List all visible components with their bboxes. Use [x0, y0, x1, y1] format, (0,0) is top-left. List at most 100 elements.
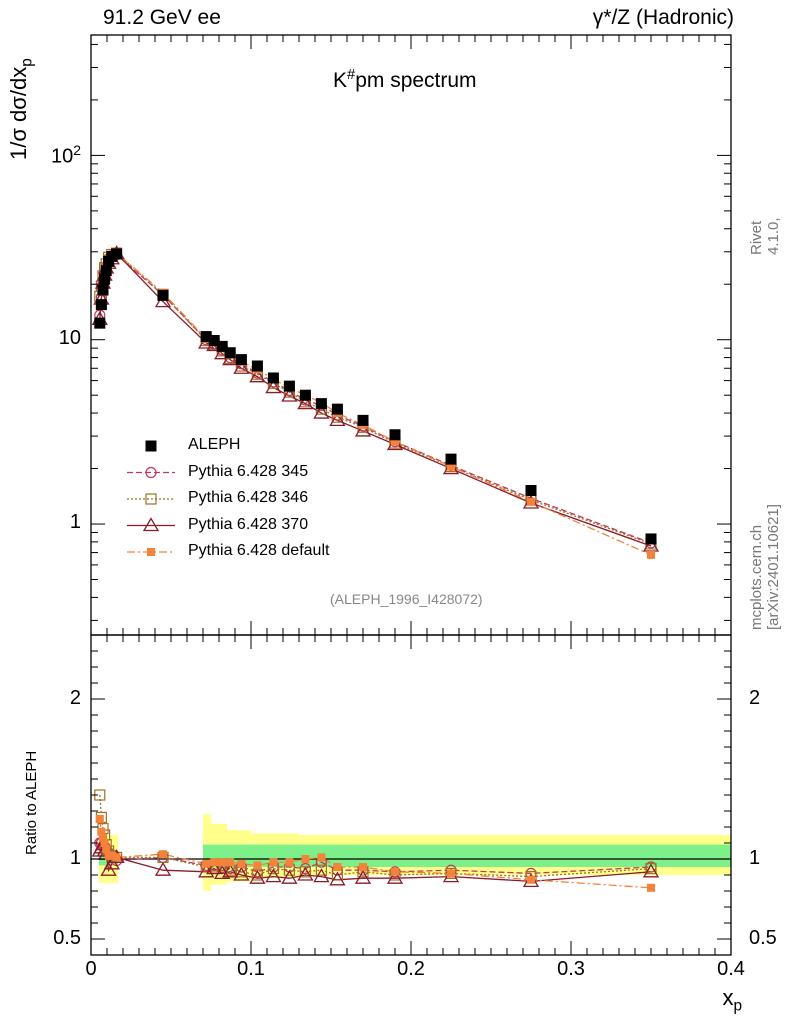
x-axis-label: xp — [722, 985, 742, 1015]
ratio-point-pdef-3 — [100, 839, 109, 847]
ratio-point-pdef-4 — [102, 845, 111, 854]
legend-marker-p346 — [145, 493, 157, 505]
main-point-p370-14 — [249, 368, 266, 383]
legend-label-p345: Pythia 6.428 345 — [188, 462, 309, 480]
ratio-point-p370-10 — [206, 860, 223, 875]
main-point-data-19 — [331, 403, 343, 415]
rivet-version-label: Rivet 4.1.0, ≥ 100k events — [748, 217, 786, 255]
main-point-data-4 — [100, 265, 112, 277]
ratio-frame — [90, 634, 732, 956]
main-point-data-23 — [525, 485, 537, 497]
ratio-point-p370-17 — [297, 866, 314, 881]
ratio-point-pdef-7 — [112, 853, 121, 862]
ratio-point-pdef-14 — [253, 861, 262, 870]
main-point-data-24 — [645, 533, 657, 545]
ratio-point-p370-8 — [154, 861, 172, 876]
main-point-data-15 — [267, 372, 279, 384]
main-line-p370 — [99, 252, 652, 547]
main-point-pdef-21 — [391, 437, 399, 446]
legend-label-pdef: Pythia 6.428 default — [188, 542, 330, 559]
ratio-point-pdef-1 — [97, 827, 106, 836]
ratio-point-pdef-8 — [159, 850, 167, 859]
main-y-tick-label: 10 — [59, 327, 81, 350]
ratio-point-p370-14 — [249, 869, 266, 884]
ylabel-main: 1/σ dσ/dx — [6, 66, 31, 160]
ratio-y-tick-label-right: 2 — [749, 687, 761, 709]
main-point-pdef-24 — [647, 550, 655, 559]
main-series-markers — [91, 245, 660, 559]
ratio-point-pdef-16 — [285, 858, 294, 867]
ratio-uncertainty-bands — [99, 814, 731, 891]
main-point-data-20 — [357, 414, 369, 426]
ratio-point-p346-18 — [315, 864, 327, 876]
ratio-point-pdef-2 — [99, 834, 107, 843]
ratio-point-p370-20 — [354, 869, 372, 884]
ratio-point-pdef-15 — [269, 858, 278, 867]
main-y-axis-label: 1/σ dσ/dxp — [6, 58, 36, 160]
main-line-p346 — [99, 252, 652, 545]
x-tick-label: 0 — [85, 958, 97, 980]
main-point-data-10 — [208, 335, 220, 347]
legend-marker-p370 — [142, 517, 160, 532]
ratio-point-p370-15 — [265, 868, 282, 883]
main-point-pdef-23 — [527, 497, 535, 506]
title-main: K — [333, 69, 348, 92]
legend-label-p370: Pythia 6.428 370 — [188, 515, 309, 533]
legend-marker-pdef — [147, 548, 155, 556]
main-y-tick-base: 1 — [69, 511, 81, 534]
main-y-tick-base: 10 — [58, 326, 81, 349]
title-rest: pm spectrum — [355, 69, 477, 92]
main-point-p370-15 — [265, 379, 282, 394]
analysis-id: (ALEPH_1996_I428072) — [330, 591, 483, 607]
ratio-point-pdef-21 — [391, 867, 399, 876]
ratio-point-p370-13 — [233, 866, 250, 881]
main-point-data-18 — [315, 398, 327, 410]
xlabel-main: x — [722, 985, 734, 1010]
main-frame — [90, 34, 732, 636]
ratio-point-pdef-19 — [333, 863, 342, 871]
ratio-y-axis-label: Ratio to ALEPH — [23, 750, 40, 855]
main-point-data-12 — [224, 347, 236, 359]
ratio-point-p370-18 — [313, 868, 330, 883]
legend-label-p346: Pythia 6.428 346 — [188, 489, 309, 506]
legend — [127, 440, 175, 556]
main-point-data-13 — [235, 354, 247, 366]
main-y-tick-exponent: 2 — [73, 142, 81, 159]
ratio-point-pdef-20 — [359, 863, 367, 871]
x-tick-label: 0.4 — [717, 958, 745, 980]
legend-label-data: ALEPH — [188, 436, 241, 453]
ratio-series-markers — [91, 789, 660, 892]
axis-ticks — [90, 35, 732, 955]
ratio-point-pdef-22 — [447, 869, 455, 878]
main-point-data-3 — [99, 273, 111, 285]
ratio-point-pdef-9 — [202, 859, 211, 868]
energy-label: 91.2 GeV ee — [103, 6, 221, 29]
ratio-point-pdef-23 — [527, 875, 535, 884]
ratio-point-pdef-24 — [647, 883, 655, 892]
ratio-point-pdef-17 — [301, 855, 310, 863]
main-y-tick-label: 102 — [51, 142, 81, 169]
ratio-point-p370-12 — [222, 863, 239, 878]
ylabel-sub: p — [18, 58, 36, 67]
ratio-point-p370-24 — [642, 863, 660, 878]
legend-marker-p345 — [145, 466, 157, 479]
main-point-data-1 — [95, 299, 107, 311]
main-point-data-17 — [299, 389, 311, 401]
main-point-p370-20 — [354, 422, 372, 437]
ratio-stat-band-1 — [203, 844, 731, 867]
main-point-data-0 — [94, 317, 106, 329]
ratio-point-pdef-0 — [95, 815, 104, 823]
title-sup: # — [347, 67, 356, 83]
main-point-p370-13 — [233, 359, 250, 374]
main-point-data-8 — [157, 289, 169, 301]
ratio-point-pdef-13 — [237, 859, 246, 868]
main-point-pdef-22 — [447, 462, 455, 471]
main-point-p370-16 — [281, 387, 298, 402]
xlabel-sub: p — [733, 997, 742, 1015]
x-tick-label: 0.3 — [557, 958, 585, 980]
main-line-pdef — [99, 252, 652, 556]
ratio-point-pdef-10 — [210, 858, 219, 867]
main-point-data-16 — [283, 380, 295, 392]
ratio-point-p370-16 — [281, 869, 298, 884]
